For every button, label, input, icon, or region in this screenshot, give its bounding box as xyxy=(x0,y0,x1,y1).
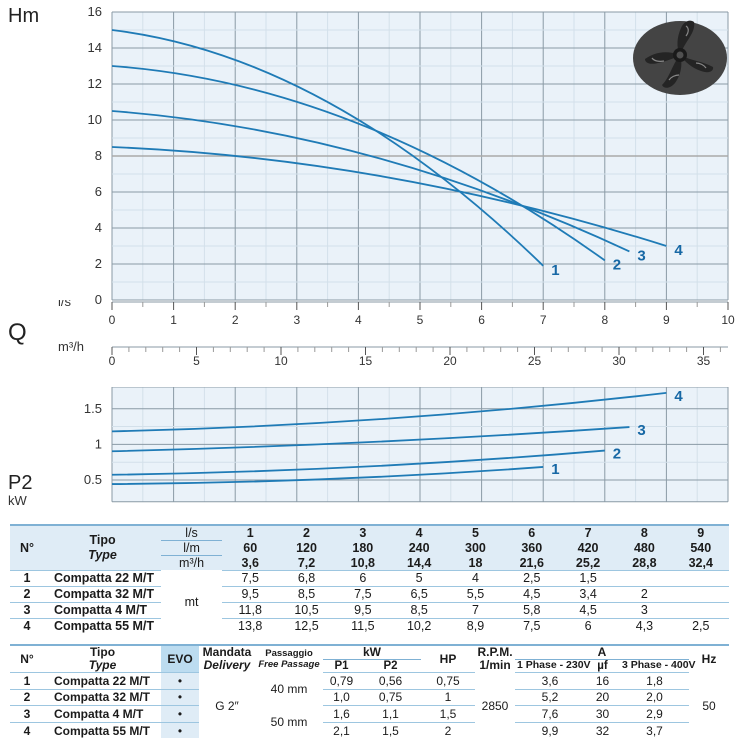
svg-text:m³/h: m³/h xyxy=(58,339,84,354)
svg-text:Hm: Hm xyxy=(8,5,39,27)
svg-text:15: 15 xyxy=(359,354,373,365)
svg-text:0: 0 xyxy=(109,354,116,365)
svg-text:4: 4 xyxy=(95,220,102,235)
svg-text:kW: kW xyxy=(8,493,28,508)
svg-text:10: 10 xyxy=(721,313,735,327)
svg-text:5: 5 xyxy=(417,313,424,327)
svg-text:10: 10 xyxy=(88,112,102,127)
svg-text:3: 3 xyxy=(637,422,645,439)
svg-text:3: 3 xyxy=(293,313,300,327)
svg-text:1.5: 1.5 xyxy=(84,401,102,416)
svg-text:8: 8 xyxy=(601,313,608,327)
svg-text:3: 3 xyxy=(637,248,645,265)
svg-text:2: 2 xyxy=(95,256,102,271)
svg-text:30: 30 xyxy=(612,354,626,365)
svg-text:5: 5 xyxy=(193,354,200,365)
svg-text:20: 20 xyxy=(443,354,457,365)
svg-text:2: 2 xyxy=(613,257,621,274)
svg-text:4: 4 xyxy=(355,313,362,327)
svg-text:10: 10 xyxy=(274,354,288,365)
svg-text:P2: P2 xyxy=(8,472,32,494)
svg-text:1: 1 xyxy=(170,313,177,327)
svg-text:l/s: l/s xyxy=(58,300,72,309)
svg-text:4: 4 xyxy=(674,388,683,405)
svg-text:35: 35 xyxy=(697,354,711,365)
svg-text:0: 0 xyxy=(109,313,116,327)
svg-text:8: 8 xyxy=(95,148,102,163)
svg-text:1: 1 xyxy=(551,262,559,279)
svg-text:4: 4 xyxy=(674,242,683,259)
svg-text:6: 6 xyxy=(478,313,485,327)
svg-text:6: 6 xyxy=(95,184,102,199)
svg-text:7: 7 xyxy=(540,313,547,327)
svg-text:Q: Q xyxy=(8,319,27,346)
svg-text:1: 1 xyxy=(551,461,559,478)
svg-text:9: 9 xyxy=(663,313,670,327)
svg-text:12: 12 xyxy=(88,76,102,91)
svg-text:25: 25 xyxy=(528,354,542,365)
svg-text:16: 16 xyxy=(88,4,102,19)
svg-text:0.5: 0.5 xyxy=(84,472,102,487)
svg-text:14: 14 xyxy=(88,40,102,55)
svg-text:2: 2 xyxy=(613,446,621,463)
svg-text:2: 2 xyxy=(232,313,239,327)
svg-text:1: 1 xyxy=(95,436,102,451)
